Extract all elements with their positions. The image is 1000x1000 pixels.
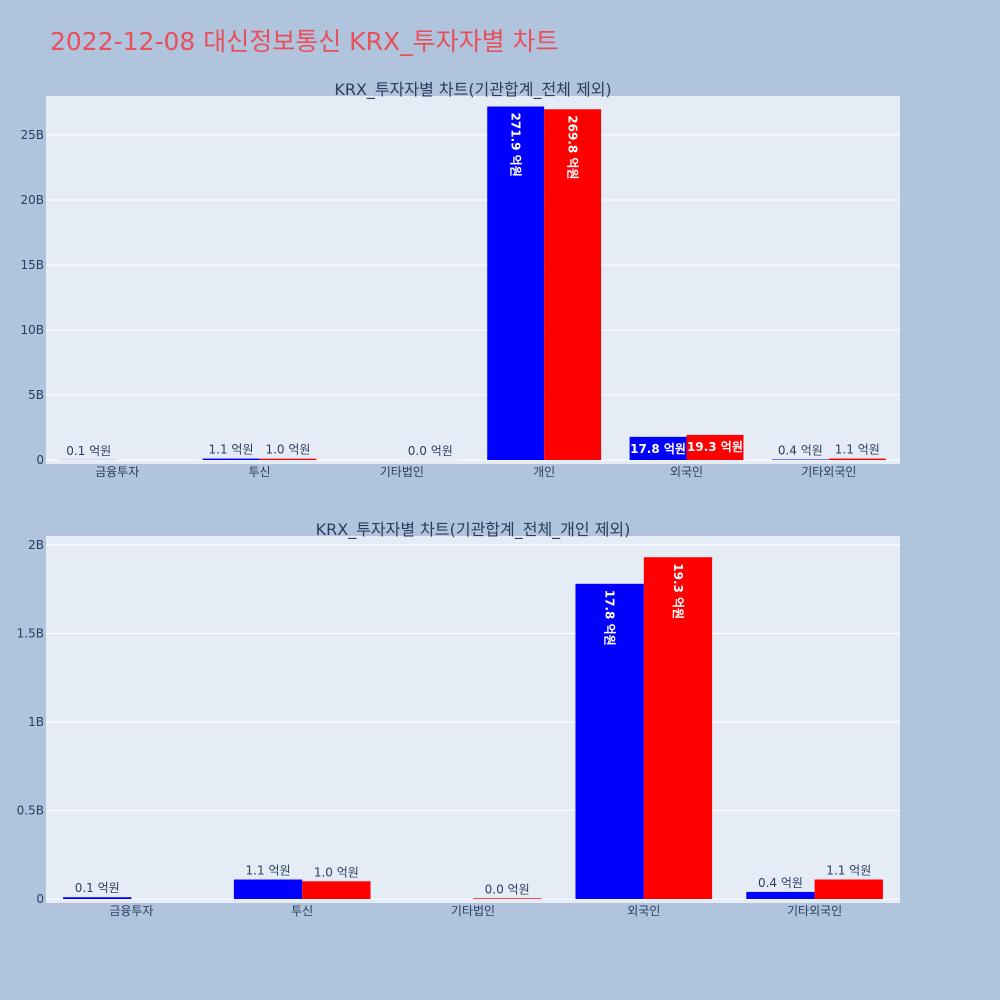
bar-label: 1.1 억원 [246,864,291,878]
y-tick-label: 2B [28,538,44,552]
bar-label: 19.3 억원 [671,563,685,619]
chart-1: 0 5B 10B 15B 20B 25B KRX_투자자별 차트(기관합계_전체 제외) 금융… [20,80,900,479]
y-tick-label: 0 [36,453,44,467]
y-tick-label: 5B [28,388,44,402]
plot-area [46,96,900,464]
bar-label: 17.8 억원 [603,590,617,646]
x-tick-label: 외국인 [670,465,703,479]
bar-label: 1.1 억원 [835,443,880,457]
y-tick-label: 1.5B [17,626,44,640]
bar [575,583,644,899]
x-tick-label: 금융투자 [95,465,139,479]
bar [259,458,317,460]
bar [814,879,883,899]
bar-label: 1.1 억원 [826,864,871,878]
y-tick-label: 15B [20,258,44,272]
y-tick-label: 1B [28,715,44,729]
bar-label: 0.4 억원 [778,443,823,457]
bar-label: 0.1 억원 [66,444,111,458]
bar-label: 0.0 억원 [408,444,453,458]
subplot-title: KRX_투자자별 차트(기관합계_전체 제외) [334,80,611,100]
x-tick-label: 금융투자 [109,904,153,918]
bar [746,891,815,899]
bar-label: 0.4 억원 [758,876,803,890]
bar-label: 269.8 억원 [566,115,580,179]
bar-label: 271.9 억원 [509,113,523,177]
bar-label: 1.1 억원 [209,443,254,457]
x-tick-label: 외국인 [627,904,660,918]
bar [473,898,542,899]
bar [643,557,713,899]
x-tick-label: 기타외국인 [787,904,842,918]
bar [686,434,744,460]
y-tick-label: 10B [20,323,44,337]
bar [544,109,602,460]
x-tick-label: 기타법인 [380,465,424,479]
bar [302,881,371,899]
chart-2: 0 0.5B 1B 1.5B 2B KRX_투자자별 차트(기관합계_전체_개인 제외) 금… [17,520,900,918]
bar [63,897,132,899]
x-tick-label: 기타법인 [451,904,495,918]
x-tick-label: 투신 [291,904,313,918]
bar-label: 1.0 억원 [314,865,359,879]
bar [771,459,829,460]
y-tick-label: 25B [20,128,44,142]
bar-label: 0.1 억원 [75,881,120,895]
x-tick-label: 투신 [248,465,270,479]
y-tick-label: 0 [36,892,44,906]
bar-label: 17.8 억원 [630,442,686,456]
y-tick-label: 0.5B [17,803,44,817]
bar [202,458,260,460]
bar-label: 0.0 억원 [485,882,530,896]
x-tick-label: 기타외국인 [801,465,856,479]
plot-area [46,536,900,903]
page-title: 2022-12-08 대신정보통신 KRX_투자자별 차트 [50,27,559,56]
y-tick-label: 20B [20,193,44,207]
bar-label: 1.0 억원 [265,443,310,457]
bar [629,436,687,460]
bar [487,106,545,460]
bar [828,458,886,460]
subplot-title: KRX_투자자별 차트(기관합계_전체_개인 제외) [316,520,631,540]
bar [233,879,303,899]
bar-label: 19.3 억원 [687,440,743,454]
x-tick-label: 개인 [533,465,555,479]
